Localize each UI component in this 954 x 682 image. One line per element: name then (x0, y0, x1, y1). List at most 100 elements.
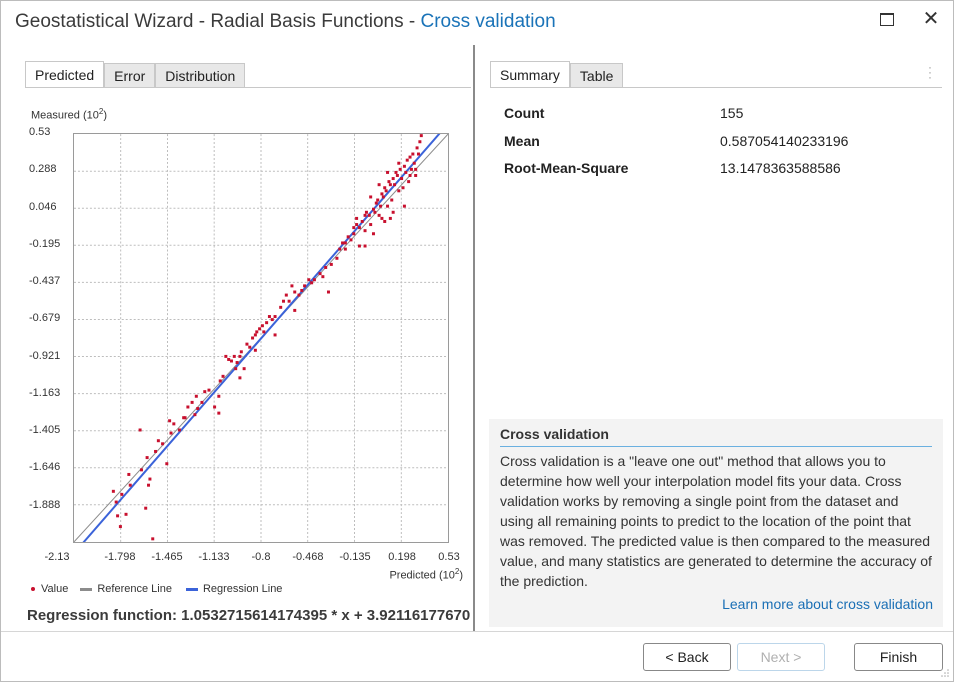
data-point (151, 537, 155, 541)
data-point (335, 256, 339, 260)
y-tick-label: -1.163 (29, 386, 61, 399)
data-point (239, 350, 243, 354)
data-point (253, 333, 257, 337)
data-point (394, 170, 398, 174)
data-point (367, 213, 371, 217)
data-point (227, 357, 231, 361)
data-point (357, 226, 361, 230)
data-point (128, 483, 132, 487)
x-axis-label-exponent: 2 (454, 567, 460, 576)
data-point (194, 394, 198, 398)
data-point (297, 293, 301, 297)
tab-error[interactable]: Error (104, 63, 156, 88)
tab-table[interactable]: Table (569, 63, 624, 88)
data-point (307, 278, 311, 282)
maximize-button[interactable] (869, 7, 905, 31)
y-tick-label: -0.921 (29, 349, 61, 362)
close-button[interactable]: ✕ (913, 7, 949, 31)
data-point (363, 244, 367, 248)
data-point (380, 192, 384, 196)
data-point (418, 140, 422, 144)
data-point (245, 342, 249, 346)
data-point (118, 525, 122, 529)
data-point (404, 170, 408, 174)
data-point (415, 146, 419, 150)
data-point (251, 336, 255, 340)
next-button[interactable]: Next > (737, 643, 825, 671)
data-point (346, 235, 350, 239)
data-point (391, 177, 395, 181)
data-point (324, 265, 328, 269)
data-point (371, 232, 375, 236)
data-point (377, 213, 381, 217)
data-point (355, 223, 359, 227)
data-point (242, 367, 246, 371)
data-point (238, 354, 242, 358)
data-point (393, 183, 397, 187)
tab-predicted[interactable]: Predicted (25, 61, 105, 88)
data-point (144, 506, 148, 510)
data-point (383, 219, 387, 223)
cross-validation-scatter-plot (73, 133, 449, 543)
data-point (156, 439, 160, 443)
data-point (409, 167, 413, 171)
help-panel: Cross validation Cross validation is a "… (489, 419, 943, 627)
tab-summary[interactable]: Summary (490, 61, 570, 88)
data-point (213, 405, 217, 409)
data-point (200, 400, 204, 404)
stat-mean-label: Mean (504, 133, 540, 149)
right-tab-divider (490, 87, 942, 88)
data-point (329, 262, 333, 266)
data-point (229, 359, 233, 363)
data-point (343, 247, 347, 251)
resize-grip-icon[interactable] (940, 668, 950, 678)
data-point (193, 413, 197, 417)
data-point (238, 376, 242, 380)
learn-more-link[interactable]: Learn more about cross validation (722, 596, 933, 612)
data-point (384, 189, 388, 193)
y-tick-label: 0.046 (29, 200, 57, 213)
data-point (414, 167, 418, 171)
more-options-icon[interactable]: · · · (928, 60, 932, 84)
data-point (369, 223, 373, 227)
finish-button[interactable]: Finish (854, 643, 943, 671)
pane-splitter[interactable] (473, 45, 475, 631)
x-tick-label: 0.53 (438, 551, 460, 563)
back-button[interactable]: < Back (643, 643, 731, 671)
data-point (397, 189, 401, 193)
y-tick-label: -1.888 (29, 498, 61, 511)
data-point (111, 489, 115, 493)
data-point (419, 134, 423, 138)
data-point (154, 449, 158, 453)
data-point (326, 290, 330, 294)
data-point (124, 512, 128, 516)
data-point (390, 198, 394, 202)
x-axis-label: Predicted (102) (389, 567, 463, 582)
x-tick-label: -2.13 (44, 551, 70, 563)
data-point (165, 462, 169, 466)
data-point (172, 422, 176, 426)
data-point (282, 299, 285, 303)
data-point (168, 419, 172, 423)
x-axis-label-text: Predicted (10 (389, 569, 455, 582)
stat-rms-value: 13.1478363588586 (720, 160, 841, 176)
data-point (138, 428, 142, 432)
data-point (169, 431, 173, 435)
stat-mean-value: 0.587054140233196 (720, 133, 849, 149)
data-point (190, 400, 194, 404)
data-point (380, 216, 384, 220)
data-point (120, 492, 124, 496)
help-text: Cross validation is a "leave one out" me… (500, 453, 932, 589)
legend-reference-marker (80, 587, 93, 591)
data-point (217, 394, 221, 398)
tab-distribution[interactable]: Distribution (155, 63, 246, 88)
data-point (260, 324, 264, 328)
data-point (338, 247, 342, 251)
data-point (258, 327, 262, 331)
left-tab-divider (25, 87, 471, 88)
data-point (341, 241, 345, 245)
data-point (387, 180, 391, 184)
data-point (402, 164, 406, 168)
data-point (145, 456, 149, 460)
data-point (355, 216, 359, 220)
